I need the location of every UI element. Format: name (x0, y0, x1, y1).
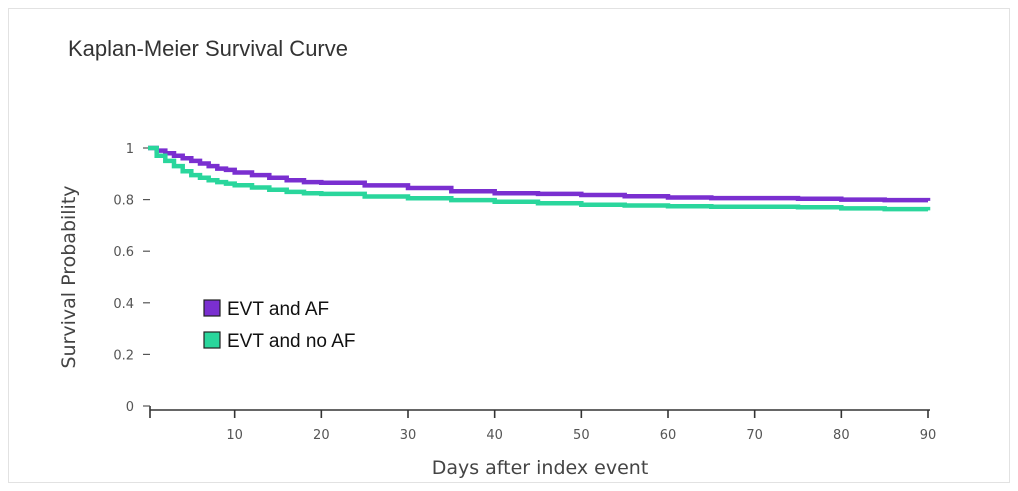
legend-label: EVT and AF (227, 299, 329, 320)
x-tick-label: 10 (226, 428, 243, 443)
y-tick-label: 0.2 (113, 348, 134, 363)
y-tick-label: 0 (126, 400, 134, 415)
x-tick-label: 40 (486, 428, 503, 443)
chart-title: Kaplan-Meier Survival Curve (68, 36, 348, 61)
y-tick-label: 0.6 (113, 245, 134, 260)
x-tick-label: 80 (833, 428, 850, 443)
legend-label: EVT and no AF (227, 331, 356, 352)
axes: 10 20 30 40 50 60 70 80 90 0 0.2 0.4 0.6 0.8 1 (113, 142, 936, 443)
y-tick-label: 0.4 (113, 297, 134, 312)
x-tick-label: 30 (400, 428, 417, 443)
legend-swatch (203, 299, 221, 317)
chart-frame (8, 8, 1010, 483)
x-tick-label: 50 (573, 428, 590, 443)
y-tick-label: 1 (126, 142, 134, 157)
x-tick-label: 60 (660, 428, 677, 443)
x-tick-label: 70 (746, 428, 763, 443)
legend-swatch (203, 331, 221, 349)
series-group (148, 145, 931, 212)
x-tick-label: 20 (313, 428, 330, 443)
legend: EVT and AF EVT and no AF (203, 299, 356, 352)
series-line-evt-and-no-af (148, 145, 931, 212)
y-axis-title: Survival Probability (58, 185, 80, 368)
x-axis-title: Days after index event (432, 457, 649, 479)
series-line-evt-and-af (148, 145, 931, 203)
y-tick-label: 0.8 (113, 194, 134, 209)
x-tick-label: 90 (920, 428, 937, 443)
